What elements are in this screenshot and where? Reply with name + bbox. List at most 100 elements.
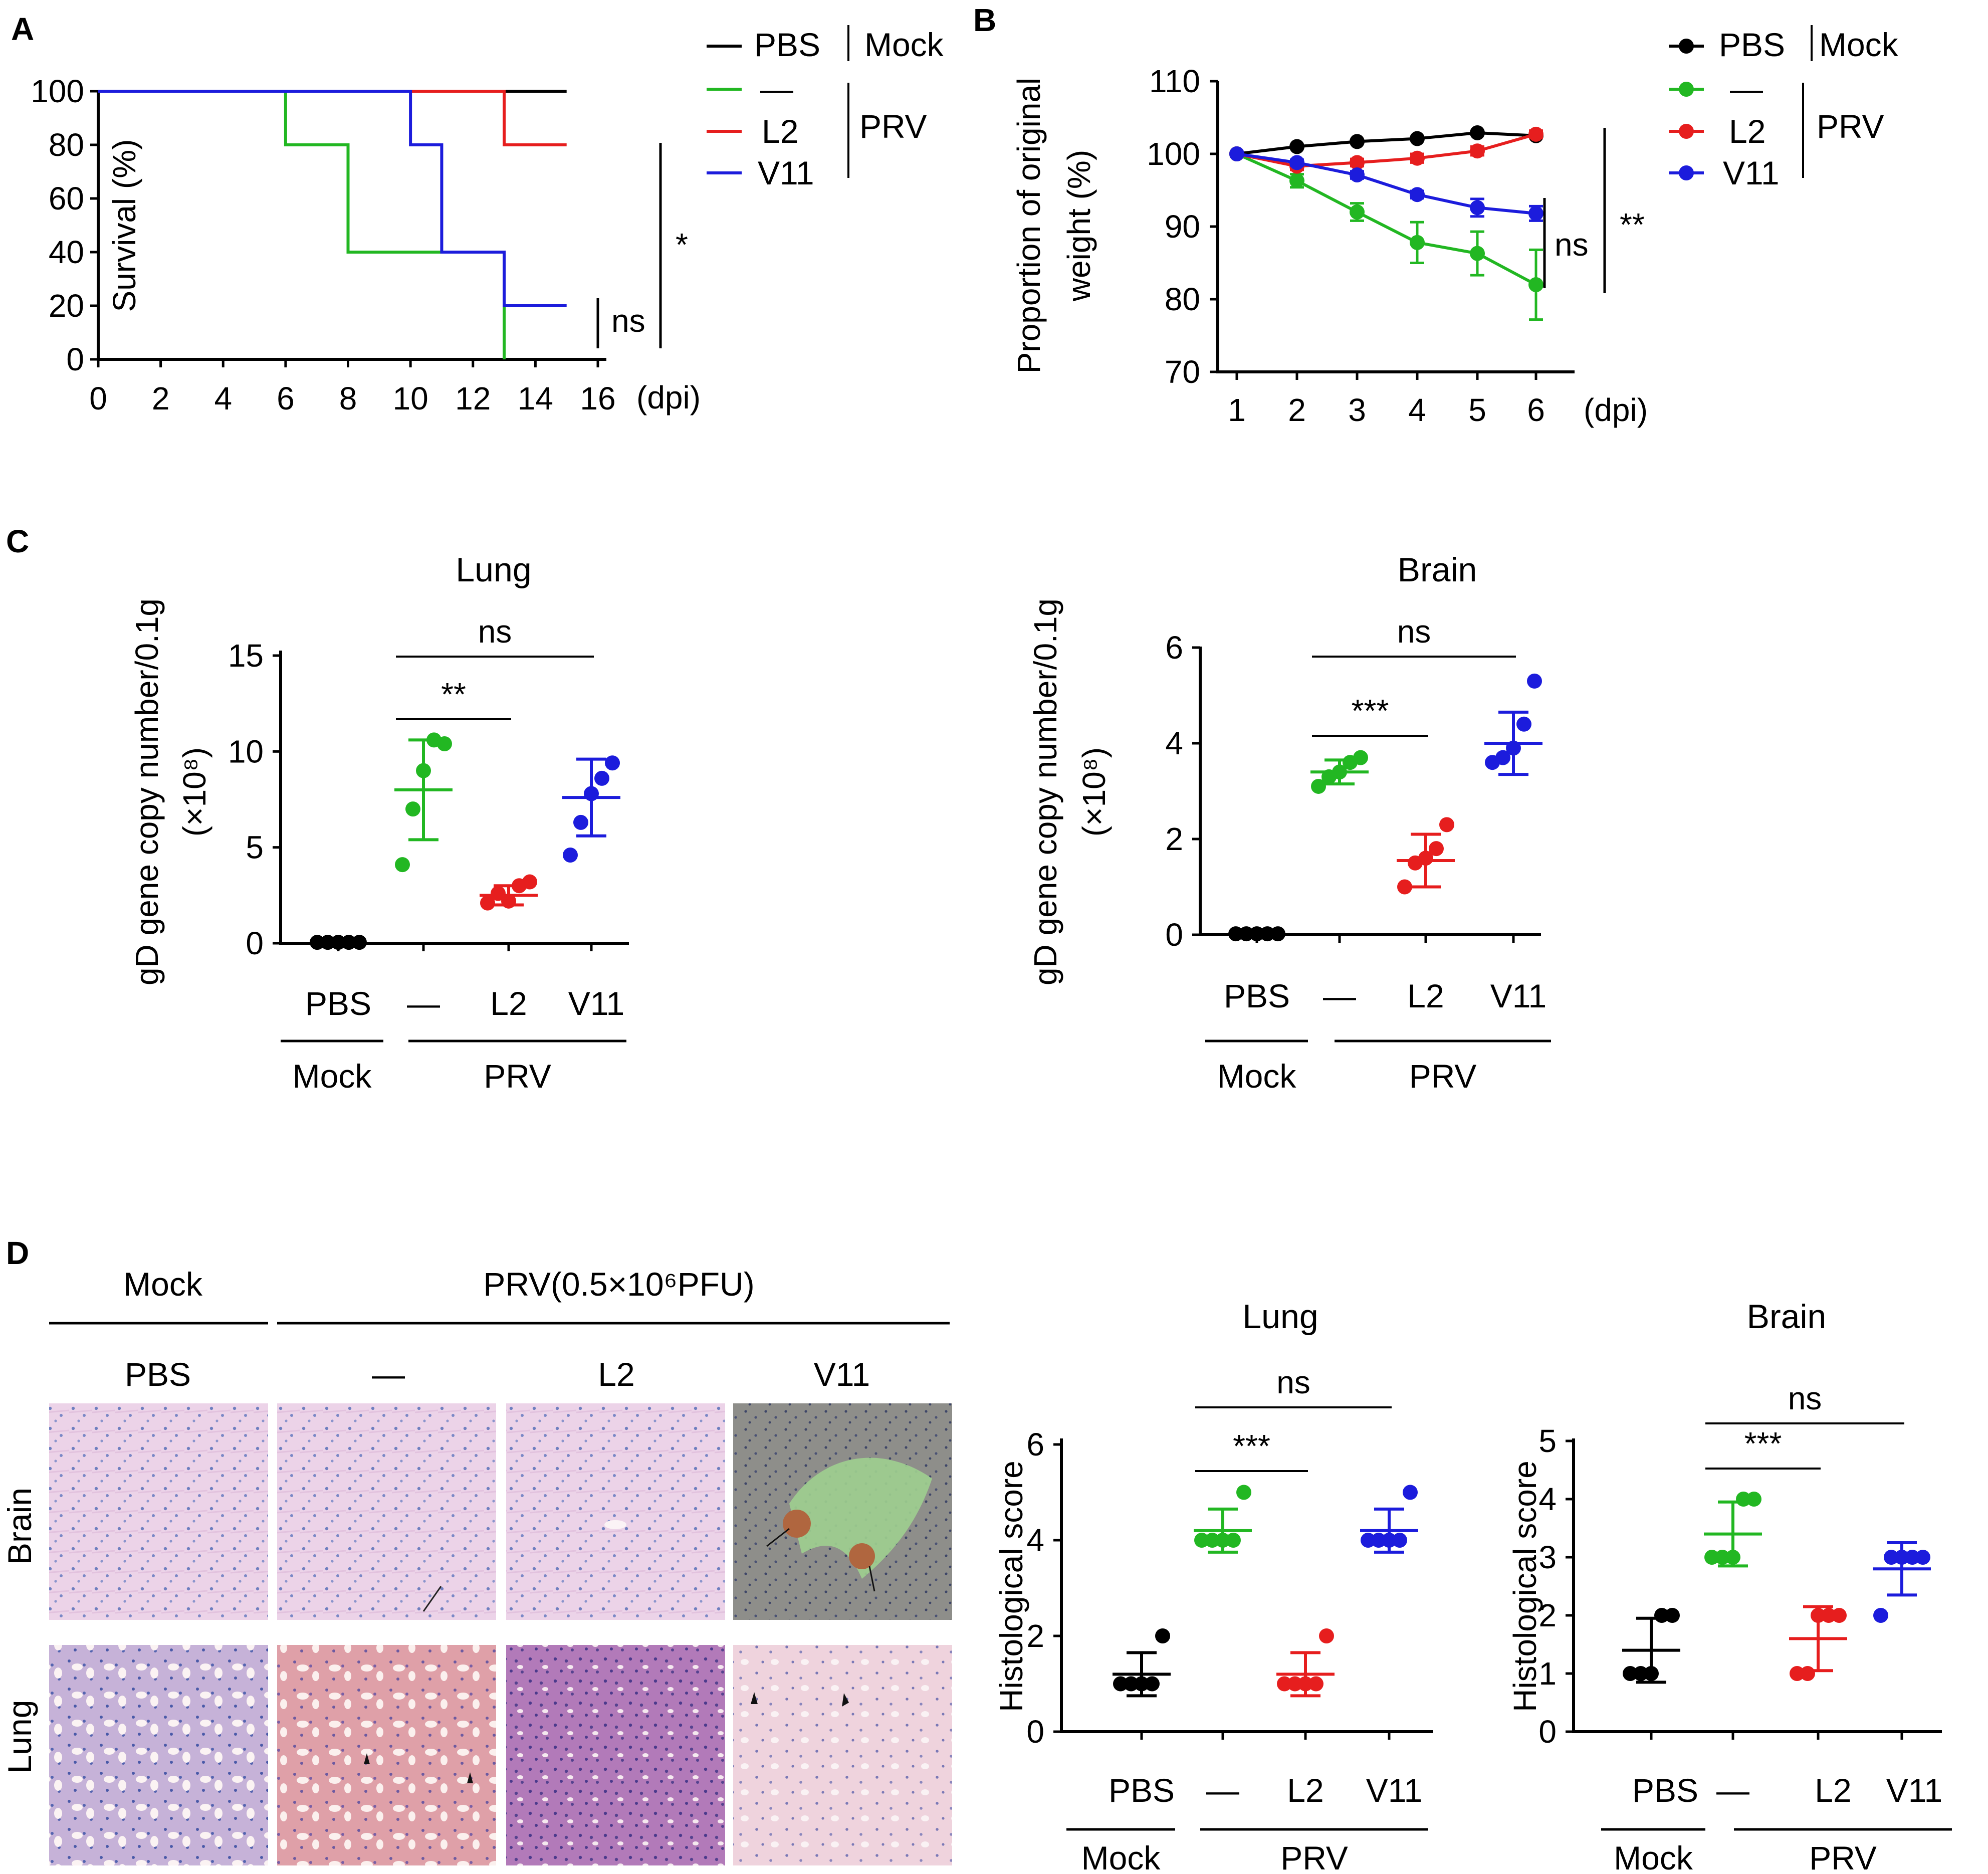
c-brain-point bbox=[1439, 817, 1454, 832]
d-lung-point bbox=[1392, 1533, 1407, 1548]
b-x-tick-label: 6 bbox=[1527, 392, 1545, 428]
c-lung-category-pbs: PBS bbox=[305, 985, 371, 1022]
d-brain-comparison-label: ns bbox=[1788, 1380, 1822, 1416]
d-col-l2: L2 bbox=[598, 1356, 634, 1393]
d-lung-point bbox=[1134, 1676, 1149, 1692]
d-lung-y-tick-label: 2 bbox=[1026, 1618, 1044, 1654]
b-point-dash bbox=[1470, 246, 1485, 261]
c-brain-category-v11: V11 bbox=[1490, 977, 1547, 1014]
d-lung-point bbox=[1155, 1628, 1170, 1643]
d-brain-point bbox=[1725, 1550, 1740, 1565]
c-brain-y-tick-label: 2 bbox=[1165, 821, 1183, 857]
c-brain-y-label-line2: (×10⁸) bbox=[1076, 747, 1112, 837]
d-lung-y-tick-label: 0 bbox=[1026, 1714, 1044, 1750]
d-brain-point bbox=[1832, 1608, 1847, 1623]
a-x-tick-label: 8 bbox=[339, 380, 357, 417]
d-brain-point bbox=[1736, 1492, 1751, 1507]
c-brain-point bbox=[1239, 926, 1254, 942]
micrograph-arrowhead bbox=[467, 1772, 473, 1783]
d-lung-category-dash: — bbox=[1206, 1772, 1239, 1809]
b-point-l2 bbox=[1470, 143, 1485, 159]
c-brain-point bbox=[1506, 740, 1521, 756]
d-lung-group-0 bbox=[1113, 1628, 1171, 1698]
d-brain-point bbox=[1644, 1666, 1659, 1681]
b-star-label: ** bbox=[1620, 206, 1645, 243]
b-y-tick-label: 100 bbox=[1147, 136, 1200, 172]
b-series-pbs bbox=[1229, 125, 1543, 161]
d-brain-y-tick-label: 1 bbox=[1538, 1655, 1557, 1692]
b-x-tick-label: 2 bbox=[1288, 392, 1306, 428]
d-brain-category-pbs: PBS bbox=[1632, 1772, 1698, 1809]
d-lung-point bbox=[1371, 1533, 1386, 1548]
b-point-v11 bbox=[1528, 205, 1543, 221]
a-x-tick-label: 4 bbox=[214, 380, 232, 417]
b-legend-dot-dash bbox=[1679, 82, 1694, 97]
c-brain-category-l2: L2 bbox=[1407, 977, 1444, 1014]
d-lung-y-tick-label: 4 bbox=[1026, 1522, 1044, 1558]
b-line-v11 bbox=[1236, 152, 1536, 215]
d-brain-y-tick-label: 2 bbox=[1538, 1597, 1557, 1633]
a-y-tick-label: 0 bbox=[66, 341, 84, 377]
c-lung-point bbox=[573, 814, 588, 830]
b-line-dash bbox=[1236, 152, 1537, 286]
d-lung-point bbox=[1287, 1676, 1302, 1692]
a-y-tick-label: 20 bbox=[49, 288, 84, 324]
d-brain-point bbox=[1654, 1608, 1669, 1623]
b-y-tick-label: 110 bbox=[1149, 63, 1200, 99]
c-lung-point bbox=[563, 847, 578, 863]
a-y-label: Survival (%) bbox=[106, 139, 142, 312]
b-point-pbs bbox=[1410, 131, 1425, 146]
d-brain-point bbox=[1704, 1550, 1719, 1565]
c-brain-point bbox=[1332, 764, 1347, 780]
c-brain-group-prv: PRV bbox=[1409, 1058, 1477, 1095]
c-brain-y-label-line1: gD gene copy number/0.1g bbox=[1027, 598, 1063, 985]
c-lung-point bbox=[437, 736, 452, 752]
b-point-l2 bbox=[1410, 150, 1425, 166]
c-brain-title: Brain bbox=[1398, 551, 1477, 589]
d-lung-category-l2: L2 bbox=[1287, 1772, 1323, 1809]
panel-c: C Lung 0 5 10 15 gD gene copy number/0.1g (… bbox=[6, 523, 1551, 1095]
b-point-pbs bbox=[1289, 139, 1304, 154]
a-x-tick-label: 10 bbox=[393, 380, 428, 417]
a-legend-pbs: PBS bbox=[754, 26, 820, 63]
c-lung-point bbox=[605, 755, 620, 771]
c-lung-category-l2: L2 bbox=[490, 985, 527, 1022]
c-lung-category-dash: — bbox=[407, 985, 440, 1022]
c-brain-point bbox=[1249, 926, 1264, 942]
d-brain-point bbox=[1746, 1492, 1761, 1507]
b-ns-label: ns bbox=[1555, 227, 1589, 263]
b-legend-v11: V11 bbox=[1723, 154, 1780, 191]
d-lung-point bbox=[1308, 1676, 1323, 1692]
d-brain-group-2 bbox=[1789, 1605, 1847, 1681]
b-legend-dot-v11 bbox=[1679, 165, 1694, 180]
d-brain-point bbox=[1790, 1666, 1805, 1681]
micrograph-brain-l2 bbox=[506, 1403, 725, 1620]
c-brain-point bbox=[1397, 879, 1412, 895]
c-brain-group-mock: Mock bbox=[1217, 1058, 1297, 1095]
b-point-v11 bbox=[1229, 146, 1244, 161]
micrograph-brain-pbs bbox=[49, 1403, 268, 1620]
d-brain-category-l2: L2 bbox=[1815, 1772, 1851, 1809]
d-lung-y-tick-label: 6 bbox=[1026, 1426, 1044, 1463]
d-lung-comparison-label: *** bbox=[1233, 1428, 1270, 1464]
c-brain-group-0 bbox=[1228, 926, 1285, 942]
b-point-v11 bbox=[1410, 187, 1425, 202]
d-lung-group-2 bbox=[1276, 1628, 1335, 1698]
a-x-tick-label: 12 bbox=[455, 380, 491, 417]
b-x-tick-label: 5 bbox=[1468, 392, 1486, 428]
c-brain-point bbox=[1260, 926, 1275, 942]
d-lung-point bbox=[1236, 1485, 1251, 1500]
d-lung-point bbox=[1226, 1533, 1241, 1548]
c-lung-y-label-line1: gD gene copy number/0.1g bbox=[129, 598, 165, 985]
a-y-tick-label: 80 bbox=[49, 127, 84, 163]
panel-a: A 0 20 40 60 80 100 0 2 4 6 8 10 12 14 16 Survival (%… bbox=[11, 11, 944, 417]
b-legend-prv: PRV bbox=[1817, 108, 1884, 145]
c-brain-y-tick-label: 4 bbox=[1165, 725, 1183, 761]
c-lung-group-3 bbox=[562, 755, 620, 863]
c-lung-y-tick-label: 10 bbox=[228, 733, 264, 769]
c-lung-point bbox=[416, 763, 431, 778]
c-brain-point bbox=[1353, 750, 1368, 765]
panel-d: D Mock PRV(0.5×10⁶PFU) PBS — L2 V11 Brai… bbox=[1, 1235, 1952, 1874]
d-brain-point bbox=[1905, 1550, 1920, 1565]
c-brain-comparison-label: *** bbox=[1352, 693, 1389, 729]
